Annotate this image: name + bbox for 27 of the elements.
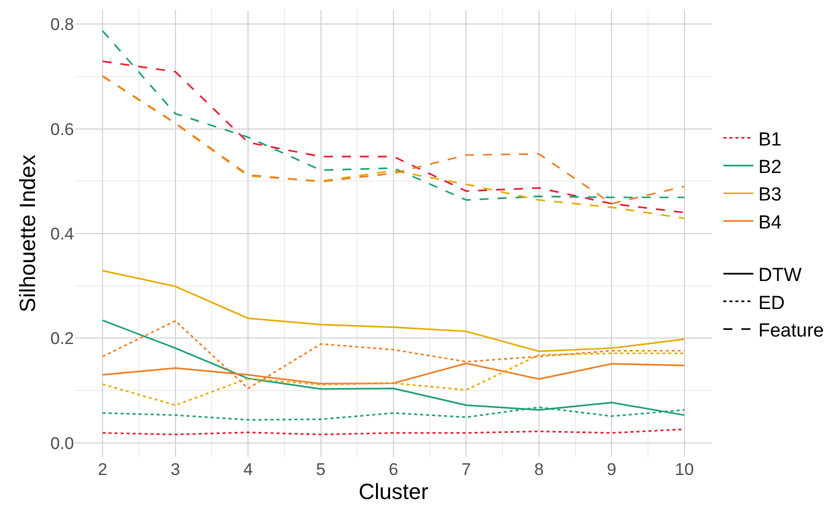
line-series xyxy=(102,30,686,201)
text: Feature xyxy=(758,320,824,342)
x-tick-label: 6 xyxy=(388,460,398,479)
y-axis-title: Silhouette Index xyxy=(15,154,40,312)
x-tick-label: 5 xyxy=(316,460,326,479)
line-series xyxy=(102,352,686,406)
legend-label: B2 xyxy=(758,156,782,178)
x-tick-label: 4 xyxy=(243,460,253,479)
y-tick-label: 0.6 xyxy=(50,120,74,139)
x-tick-label: 7 xyxy=(461,460,471,479)
y-tick-label: 0.0 xyxy=(50,434,74,453)
x-tick-label: 9 xyxy=(606,460,616,479)
y-tick-label: 0.4 xyxy=(50,224,74,244)
legend-label: B4 xyxy=(758,212,782,234)
x-axis-title: Cluster xyxy=(358,479,428,504)
line-series xyxy=(102,270,686,352)
text: ED xyxy=(758,292,785,314)
x-tick-label: 2 xyxy=(98,460,108,479)
x-tick-label: 3 xyxy=(170,460,180,479)
line-series xyxy=(102,320,686,390)
y-tick-label: 0.8 xyxy=(50,15,74,34)
y-tick-label: 0.2 xyxy=(50,329,74,348)
text: DTW xyxy=(758,265,802,286)
x-tick-label: 8 xyxy=(534,460,544,479)
x-tick-label: 10 xyxy=(674,460,694,479)
legend-label: B3 xyxy=(758,184,782,206)
legend-label: B1 xyxy=(758,129,782,150)
